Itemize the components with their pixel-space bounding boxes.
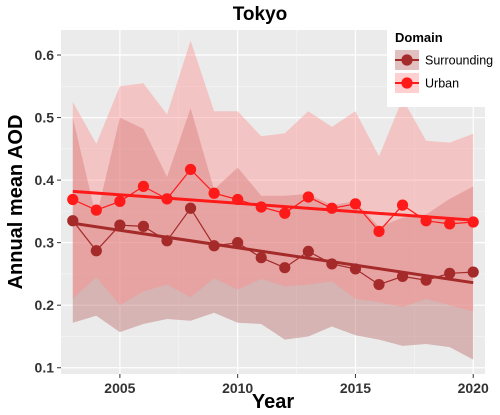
x-tick-label: 2015 [340, 380, 371, 396]
legend-item-urban: Urban [395, 73, 459, 93]
x-tick-label: 2005 [104, 380, 135, 396]
confidence-ribbons [72, 40, 474, 360]
y-axis-ticks: 0.1 0.2 0.3 0.4 0.5 0.6 [35, 47, 61, 376]
urban-data-point [420, 215, 432, 227]
surrounding-data-point [184, 202, 197, 214]
surrounding-data-point [161, 235, 173, 247]
y-axis-title: Annual mean AOD [5, 115, 27, 290]
urban-data-point [349, 198, 362, 210]
surrounding-data-point [208, 240, 220, 252]
y-tick-label: 0.4 [35, 172, 55, 188]
y-tick-label: 0.6 [35, 47, 55, 63]
surrounding-data-point [373, 278, 385, 291]
legend-background [387, 27, 497, 107]
surrounding-data-point [279, 262, 291, 274]
x-tick-label: 2020 [458, 380, 489, 396]
surrounding-data-point [255, 252, 267, 264]
urban-data-point [184, 163, 197, 176]
surrounding-data-point [349, 263, 362, 275]
urban-data-point [444, 218, 456, 230]
urban-data-point [373, 225, 385, 237]
legend-item-surrounding: Surrounding [395, 50, 493, 70]
urban-range-ribbon [72, 40, 474, 312]
legend-label-surrounding: Surrounding [425, 54, 493, 68]
urban-data-point [114, 195, 126, 207]
urban-data-point [161, 193, 173, 205]
urban-data-point [67, 193, 79, 206]
y-tick-label: 0.5 [35, 110, 55, 126]
legend-key-point [401, 54, 413, 66]
urban-data-point [255, 201, 267, 213]
urban-data-point [396, 199, 409, 211]
x-axis-ticks: 2005 2010 2015 2020 [104, 374, 489, 396]
urban-data-point [279, 207, 291, 219]
surrounding-data-point [137, 220, 150, 232]
surrounding-data-point [467, 266, 479, 278]
urban-data-point [90, 204, 102, 216]
legend-label-urban: Urban [425, 77, 459, 91]
urban-trend-line [72, 189, 474, 222]
surrounding-data-point [90, 245, 102, 257]
legend-title: Domain [395, 30, 443, 45]
y-tick-label: 0.2 [35, 297, 55, 313]
surrounding-data-point [326, 258, 338, 270]
surrounding-data-point [67, 215, 79, 227]
surrounding-data-point [420, 274, 432, 286]
surrounding-data-point [444, 267, 456, 279]
urban-data-point [326, 202, 338, 214]
surrounding-data-point [396, 270, 409, 283]
urban-data-point [232, 193, 244, 206]
urban-data-point [302, 191, 314, 203]
chart-title: Tokyo [233, 4, 288, 25]
y-tick-label: 0.1 [35, 360, 55, 376]
urban-data-point [208, 187, 220, 199]
x-tick-label: 2010 [222, 380, 253, 396]
legend: Domain Surrounding Urban [387, 27, 497, 107]
data-points [67, 163, 479, 291]
urban-data-point [467, 216, 479, 228]
surrounding-range-ribbon [72, 108, 474, 360]
surrounding-data-point [302, 245, 314, 258]
y-tick-label: 0.3 [35, 235, 55, 251]
surrounding-data-point [114, 219, 126, 231]
x-axis-title: Year [252, 391, 294, 413]
legend-key-point [401, 77, 413, 89]
surrounding-data-point [232, 237, 244, 249]
urban-data-point [137, 180, 150, 192]
